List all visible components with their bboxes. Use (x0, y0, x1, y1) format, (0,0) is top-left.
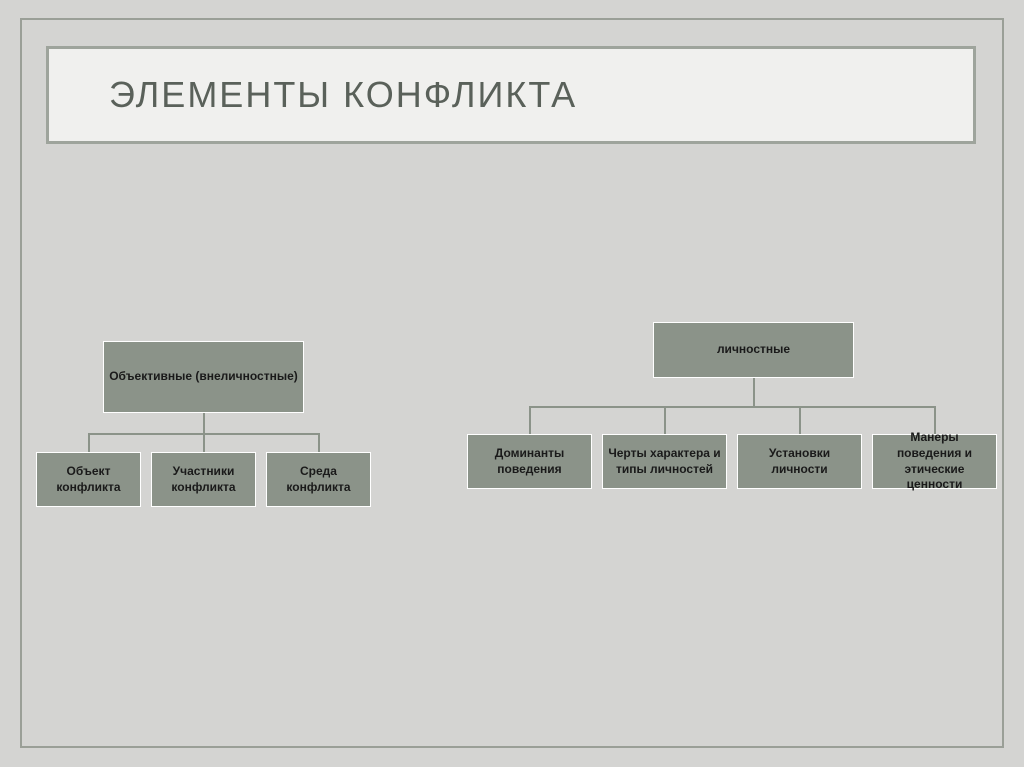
connector-v (529, 406, 531, 434)
connector-v (799, 406, 801, 434)
slide-title: ЭЛЕМЕНТЫ КОНФЛИКТА (109, 74, 577, 116)
left-child-2: Среда конфликта (266, 452, 371, 507)
right-child-2: Установки личности (737, 434, 862, 489)
connector-v (318, 433, 320, 453)
connector-h (529, 406, 936, 408)
connector-v (664, 406, 666, 434)
right-root: личностные (653, 322, 854, 378)
connector-v (203, 433, 205, 453)
right-child-3: Манеры поведения и этические ценности (872, 434, 997, 489)
left-root: Объективные (внеличностные) (103, 341, 304, 413)
title-box: ЭЛЕМЕНТЫ КОНФЛИКТА (46, 46, 976, 144)
connector-v (203, 413, 205, 433)
left-child-1: Участники конфликта (151, 452, 256, 507)
right-child-1: Черты характера и типы личностей (602, 434, 727, 489)
connector-v (753, 378, 755, 406)
connector-v (88, 433, 90, 453)
left-child-0: Объект конфликта (36, 452, 141, 507)
right-child-0: Доминанты поведения (467, 434, 592, 489)
